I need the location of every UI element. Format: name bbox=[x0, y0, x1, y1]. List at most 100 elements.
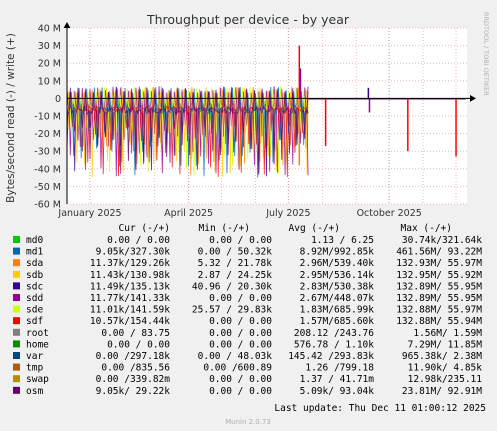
x-axis-arrow bbox=[470, 95, 476, 102]
y-tick-label: -10 M bbox=[34, 112, 61, 123]
legend-name: tmp bbox=[26, 363, 43, 374]
legend-avg: 2.83M/530.38k bbox=[300, 281, 375, 292]
x-tick-label: July 2025 bbox=[265, 208, 310, 219]
series-line-osm bbox=[66, 86, 309, 175]
legend-name: sda bbox=[26, 258, 43, 269]
legend-row-var: var 0.00 /297.18k 0.00 / 48.03k 145.42 /293… bbox=[13, 351, 482, 362]
legend-avg: 1.57M/685.60k bbox=[300, 316, 375, 327]
y-tick-label: 20 M bbox=[38, 59, 61, 70]
legend-avg: 2.95M/536.14k bbox=[300, 270, 375, 281]
legend-avg: 2.96M/539.40k bbox=[300, 258, 375, 269]
legend-cur: 0.00 /297.18k bbox=[96, 351, 171, 362]
legend-avg: 1.83M/685.99k bbox=[300, 305, 375, 316]
legend-max: 132.88M/ 55.94M bbox=[396, 316, 482, 327]
legend-max: 30.74k/321.64k bbox=[402, 235, 482, 246]
y-tick-label: -60 M bbox=[34, 200, 61, 211]
y-tick-label: 30 M bbox=[38, 41, 61, 52]
legend-min: 2.87 / 24.25k bbox=[198, 270, 273, 281]
legend-swatch bbox=[13, 386, 20, 394]
y-tick-label: 10 M bbox=[38, 76, 61, 87]
legend-row-md0: md0 0.00 / 0.00 0.00 / 0.00 1.13 / 6.25 30.7… bbox=[13, 235, 482, 246]
legend-cur: 11.49k/135.13k bbox=[90, 281, 170, 292]
legend-min: 25.57 / 29.83k bbox=[192, 305, 272, 316]
legend-cur: 0.00 /339.82m bbox=[96, 374, 171, 385]
legend-min: 0.00 / 0.00 bbox=[209, 386, 272, 397]
chart-title: Throughput per device - by year bbox=[146, 12, 350, 27]
legend-swatch bbox=[13, 259, 20, 267]
legend-max: 132.89M/ 55.95M bbox=[396, 293, 482, 304]
y-tick-label: 40 M bbox=[38, 24, 61, 35]
legend-name: md0 bbox=[26, 235, 43, 246]
x-tick-label: April 2025 bbox=[164, 208, 213, 219]
legend-row-sdb: sdb 11.43k/130.98k 2.87 / 24.25k 2.95M/536.… bbox=[13, 270, 482, 281]
legend-min: 0.00 /600.89 bbox=[203, 363, 272, 374]
legend-max: 461.56M/ 93.22M bbox=[396, 247, 482, 258]
legend-column-header: Cur (-/+) bbox=[119, 223, 170, 234]
legend-column-header: Min (-/+) bbox=[199, 223, 250, 234]
legend-min: 0.00 / 0.00 bbox=[209, 374, 272, 385]
legend-swatch bbox=[13, 363, 20, 371]
legend-cur: 0.00 / 0.00 bbox=[107, 235, 170, 246]
y-tick-label: -40 M bbox=[34, 164, 61, 175]
y-axis-arrow bbox=[63, 22, 71, 28]
legend-column-header: Max (-/+) bbox=[401, 223, 452, 234]
x-tick-label: October 2025 bbox=[357, 208, 422, 219]
legend-swatch bbox=[13, 317, 20, 325]
y-tick-label: -30 M bbox=[34, 147, 61, 158]
y-tick-label: -50 M bbox=[34, 182, 61, 193]
legend-avg: 576.78 / 1.10k bbox=[294, 339, 374, 350]
legend-swatch bbox=[13, 247, 20, 255]
legend-max: 11.90k/ 4.85k bbox=[408, 363, 483, 374]
legend-avg: 145.42 /293.83k bbox=[288, 351, 374, 362]
legend-name: sdb bbox=[26, 270, 43, 281]
legend-swatch bbox=[13, 375, 20, 383]
legend-row-sdc: sdc 11.49k/135.13k 40.96 / 20.30k 2.83M/530… bbox=[13, 281, 482, 292]
legend-swatch bbox=[13, 282, 20, 290]
legend-cur: 11.37k/129.26k bbox=[90, 258, 170, 269]
x-tick-label: January 2025 bbox=[57, 208, 121, 219]
legend-row-swap: swap 0.00 /339.82m 0.00 / 0.00 1.37 / 41.71… bbox=[13, 374, 482, 385]
legend-max: 1.56M/ 1.59M bbox=[413, 328, 482, 339]
rrdtool-watermark: RRDTOOL / TOBI OETIKER bbox=[482, 12, 490, 96]
last-update: Last update: Thu Dec 11 01:00:12 2025 bbox=[274, 403, 486, 414]
legend-name: sdd bbox=[26, 293, 43, 304]
legend-header: Cur (-/+) Min (-/+) Avg (-/+) Max (-/+) bbox=[119, 223, 452, 234]
legend-max: 132.95M/ 55.92M bbox=[396, 270, 482, 281]
legend-row-md1: md1 9.05k/327.30k 0.00 / 50.32k 8.92M/992.8… bbox=[13, 247, 482, 258]
y-tick-label: -20 M bbox=[34, 129, 61, 140]
legend-max: 23.81M/ 92.91M bbox=[402, 386, 482, 397]
y-axis-label: Bytes/second read (-) / write (+) bbox=[5, 33, 17, 203]
legend-swatch bbox=[13, 236, 20, 243]
legend-cur: 11.43k/130.98k bbox=[90, 270, 170, 281]
legend-name: sdc bbox=[26, 281, 43, 292]
legend-name: sdf bbox=[26, 316, 43, 327]
legend-avg: 5.09k/ 93.04k bbox=[300, 386, 375, 397]
legend-swatch bbox=[13, 294, 20, 301]
legend-avg: 1.13 / 6.25 bbox=[311, 235, 374, 246]
legend-swatch bbox=[13, 270, 20, 278]
legend-avg: 1.37 / 41.71m bbox=[300, 374, 375, 385]
y-tick-label: 0 bbox=[55, 94, 61, 105]
legend-name: osm bbox=[26, 386, 43, 397]
legend-avg: 1.26 /799.18 bbox=[305, 363, 374, 374]
legend-row-home: home 0.00 / 0.00 0.00 / 0.00 576.78 / 1.10k… bbox=[13, 339, 482, 350]
legend-cur: 0.00 / 83.75 bbox=[101, 328, 170, 339]
legend-column-header: Avg (-/+) bbox=[289, 223, 340, 234]
legend-name: home bbox=[26, 339, 49, 350]
legend-cur: 11.01k/141.59k bbox=[90, 305, 170, 316]
legend-min: 0.00 / 0.00 bbox=[209, 328, 272, 339]
legend-max: 965.38k/ 2.38M bbox=[402, 351, 482, 362]
legend-row-sda: sda 11.37k/129.26k 5.32 / 21.78k 2.96M/539.… bbox=[13, 258, 482, 269]
legend-cur: 11.77k/141.33k bbox=[90, 293, 170, 304]
legend-min: 5.32 / 21.78k bbox=[198, 258, 273, 269]
legend-min: 0.00 / 50.32k bbox=[198, 247, 273, 258]
munin-version: Munin 2.0.73 bbox=[225, 418, 271, 426]
legend-avg: 208.12 /243.76 bbox=[294, 328, 374, 339]
legend-min: 0.00 / 0.00 bbox=[209, 293, 272, 304]
legend-row-sdd: sdd 11.77k/141.33k 0.00 / 0.00 2.67M/448.07… bbox=[13, 293, 482, 304]
legend-max: 132.93M/ 55.97M bbox=[396, 258, 482, 269]
legend-swatch bbox=[13, 340, 20, 348]
legend-min: 0.00 / 48.03k bbox=[198, 351, 273, 362]
y-tick-labels: 40 M 30 M 20 M 10 M 0 -10 M -20 M -30 M -40 M -50… bbox=[34, 24, 61, 211]
